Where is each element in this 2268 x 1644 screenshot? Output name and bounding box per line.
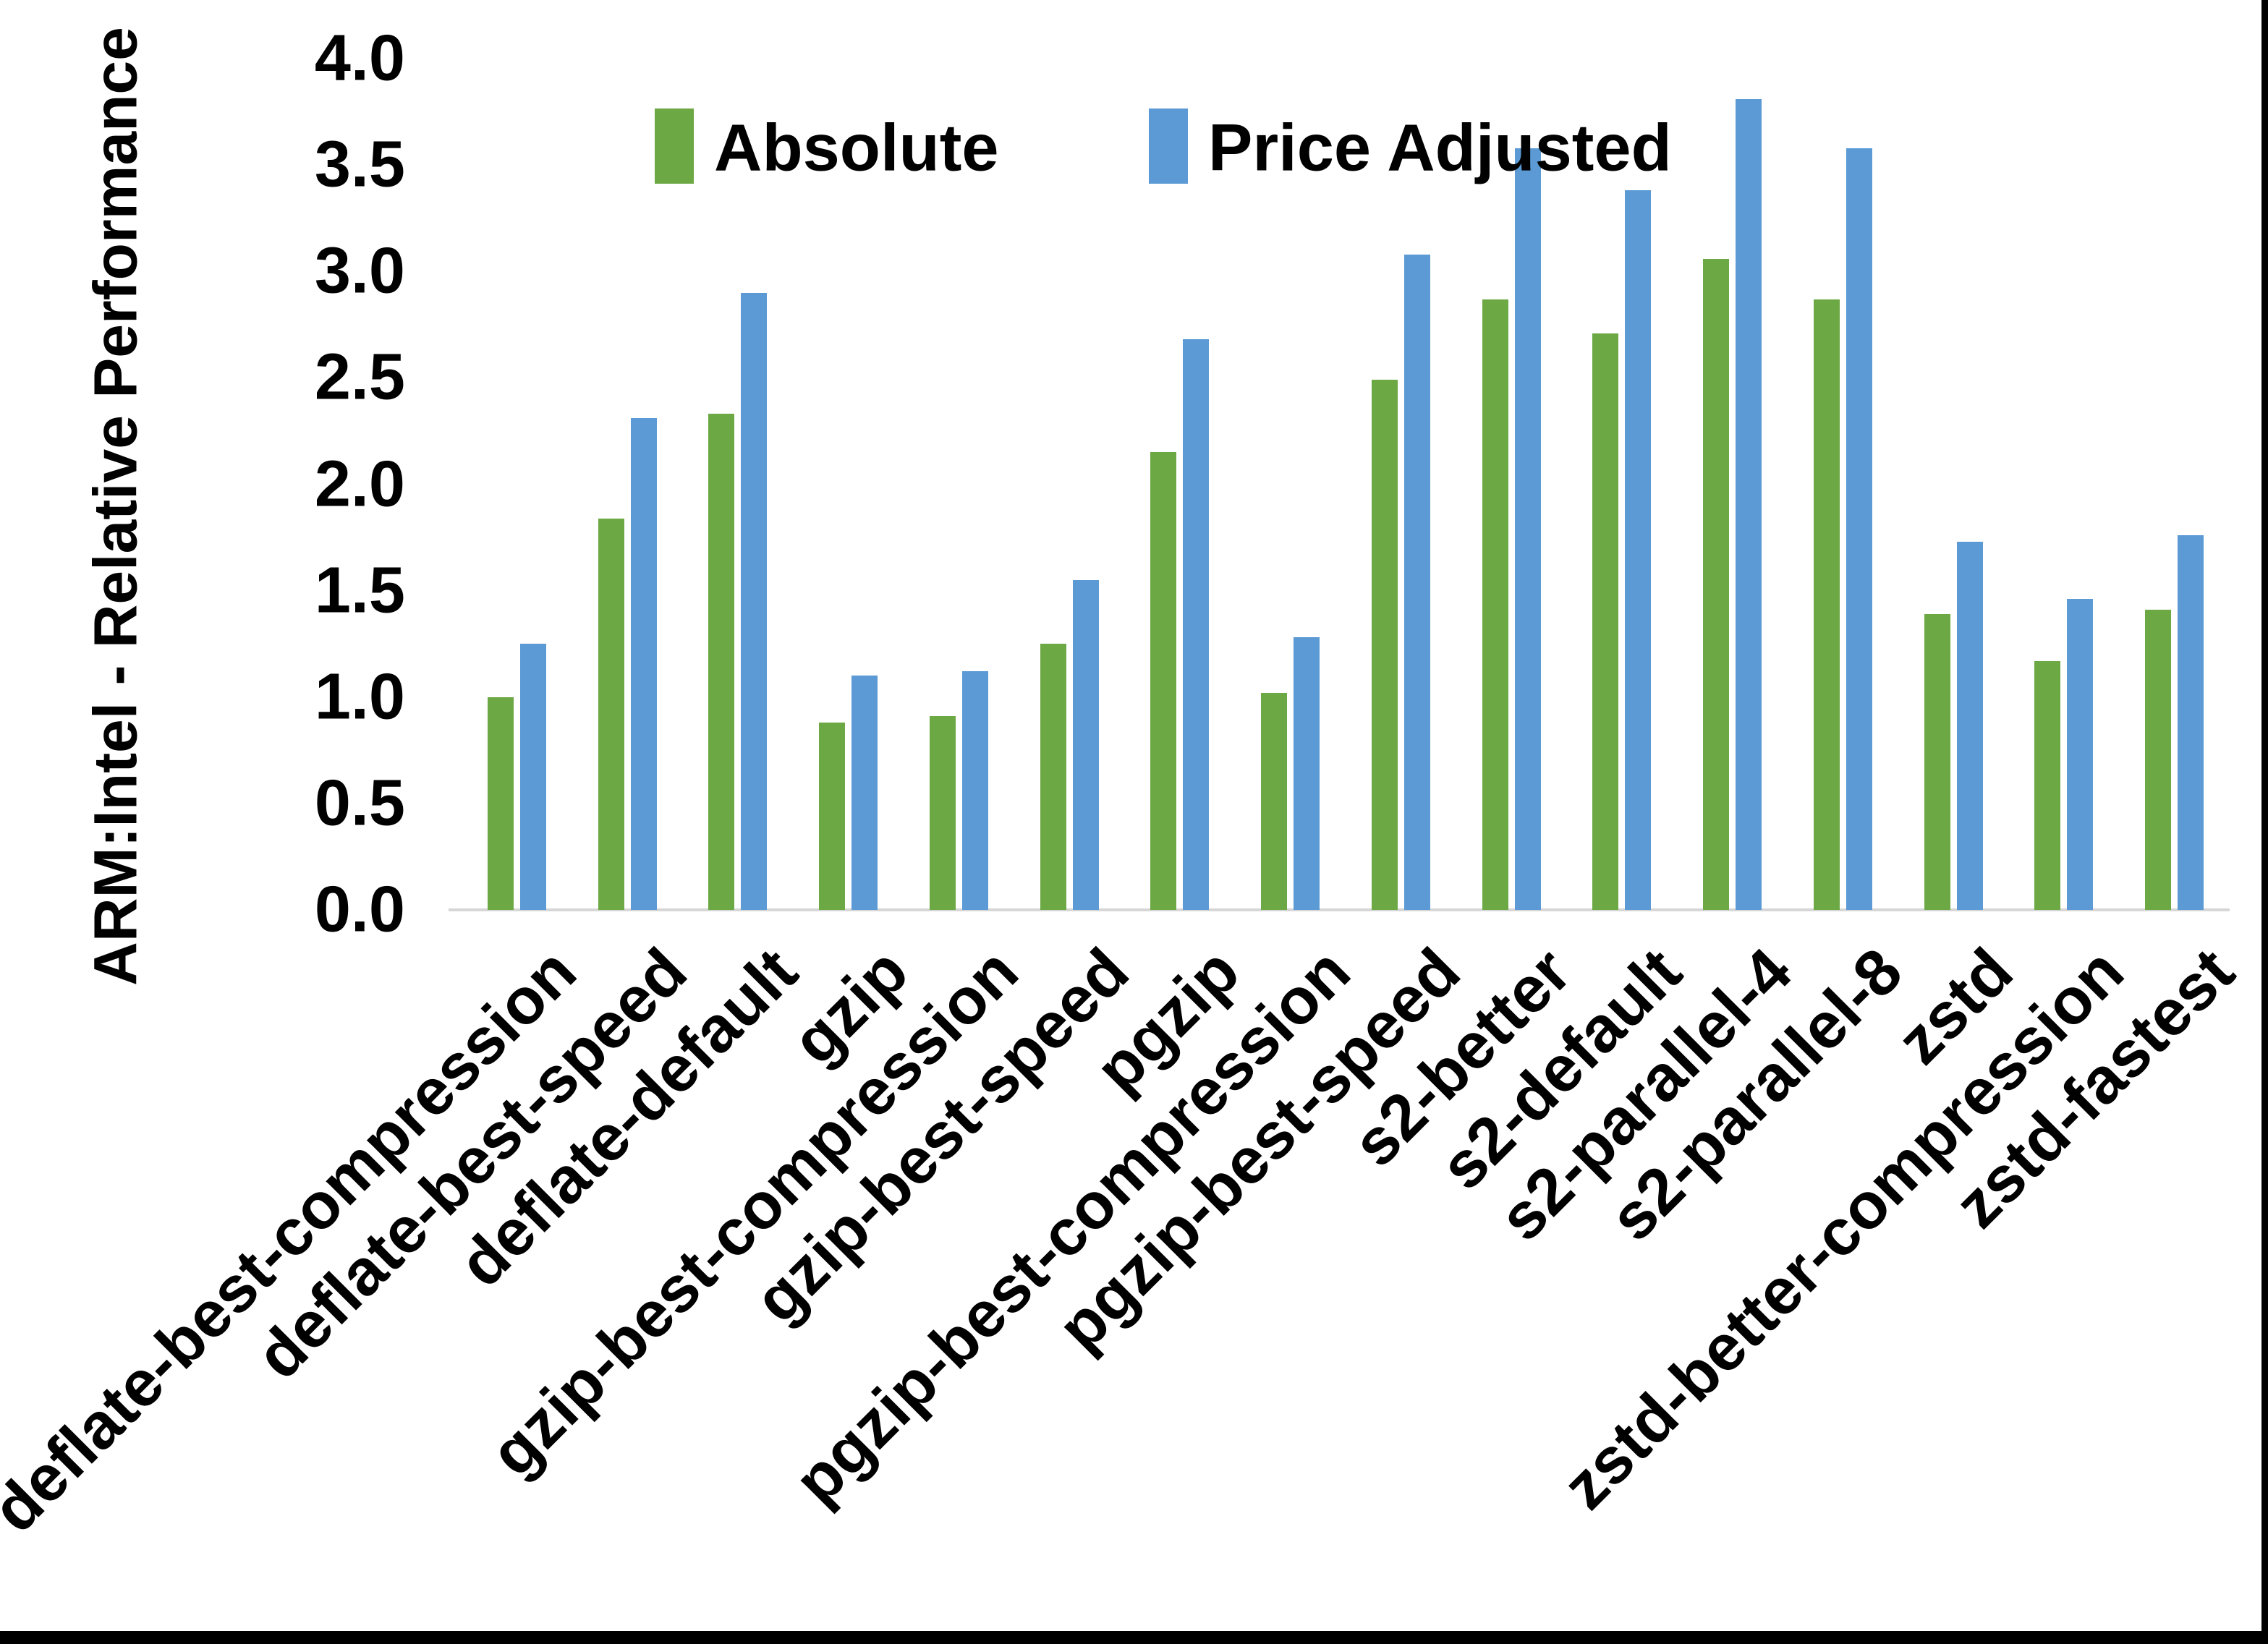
bar-price-adjusted-deflate-default bbox=[741, 293, 767, 910]
bar-absolute-gzip-best-compression bbox=[930, 716, 956, 910]
window-right-border bbox=[2261, 0, 2268, 1644]
bar-price-adjusted-s2-parallel-8 bbox=[1846, 148, 1872, 910]
legend-label-price-adjusted: Price Adjusted bbox=[1208, 111, 1672, 185]
bar-absolute-zstd bbox=[1924, 614, 1950, 910]
bar-price-adjusted-s2-default bbox=[1625, 190, 1651, 910]
y-tick-label: 3.5 bbox=[314, 128, 405, 201]
bar-absolute-gzip bbox=[819, 723, 845, 910]
bar-price-adjusted-deflate-best-compression bbox=[520, 644, 546, 910]
y-axis-title: ARM:Intel - Relative Performance bbox=[81, 27, 150, 986]
y-tick-label: 0.0 bbox=[314, 873, 405, 946]
bar-absolute-s2-better bbox=[1482, 299, 1508, 910]
y-tick-label: 0.5 bbox=[314, 767, 405, 840]
bar-absolute-s2-parallel-4 bbox=[1703, 259, 1729, 910]
absolute-series-swatch-icon bbox=[655, 108, 694, 184]
legend-label-absolute: Absolute bbox=[714, 111, 999, 185]
bar-price-adjusted-s2-better bbox=[1515, 148, 1541, 910]
bar-price-adjusted-gzip bbox=[851, 676, 878, 910]
y-tick-label: 1.0 bbox=[314, 660, 405, 733]
bar-price-adjusted-s2-parallel-4 bbox=[1736, 99, 1762, 910]
bar-price-adjusted-zstd-fastest bbox=[2178, 535, 2204, 910]
bar-absolute-zstd-better-compression bbox=[2034, 661, 2060, 910]
y-tick-label: 1.5 bbox=[314, 554, 405, 627]
bar-absolute-s2-default bbox=[1592, 333, 1618, 910]
y-tick-label: 2.5 bbox=[314, 341, 405, 414]
bar-absolute-s2-parallel-8 bbox=[1814, 299, 1840, 910]
bar-absolute-pgzip-best-speed bbox=[1372, 380, 1398, 910]
bar-price-adjusted-gzip-best-speed bbox=[1073, 580, 1099, 910]
window-bottom-border bbox=[0, 1631, 2268, 1644]
bar-absolute-deflate-default bbox=[708, 414, 734, 910]
bar-price-adjusted-pgzip bbox=[1183, 339, 1209, 910]
y-tick-label: 3.0 bbox=[314, 234, 405, 307]
bar-absolute-pgzip-best-compression bbox=[1261, 693, 1287, 910]
bar-absolute-deflate-best-speed bbox=[598, 519, 624, 910]
bar-price-adjusted-pgzip-best-speed bbox=[1404, 255, 1430, 910]
bar-price-adjusted-pgzip-best-compression bbox=[1294, 637, 1320, 910]
bar-price-adjusted-zstd bbox=[1957, 542, 1983, 910]
bar-absolute-pgzip bbox=[1150, 452, 1176, 910]
bar-absolute-deflate-best-compression bbox=[488, 697, 514, 910]
bar-absolute-gzip-best-speed bbox=[1040, 644, 1066, 910]
bar-absolute-zstd-fastest bbox=[2145, 610, 2171, 910]
bar-price-adjusted-gzip-best-compression bbox=[962, 671, 988, 910]
bar-price-adjusted-deflate-best-speed bbox=[631, 418, 657, 910]
price-adjusted-series-swatch-icon bbox=[1149, 108, 1188, 184]
y-tick-label: 4.0 bbox=[314, 22, 405, 95]
bar-price-adjusted-zstd-better-compression bbox=[2067, 599, 2093, 910]
y-tick-label: 2.0 bbox=[314, 448, 405, 520]
x-axis-line bbox=[449, 908, 2230, 911]
